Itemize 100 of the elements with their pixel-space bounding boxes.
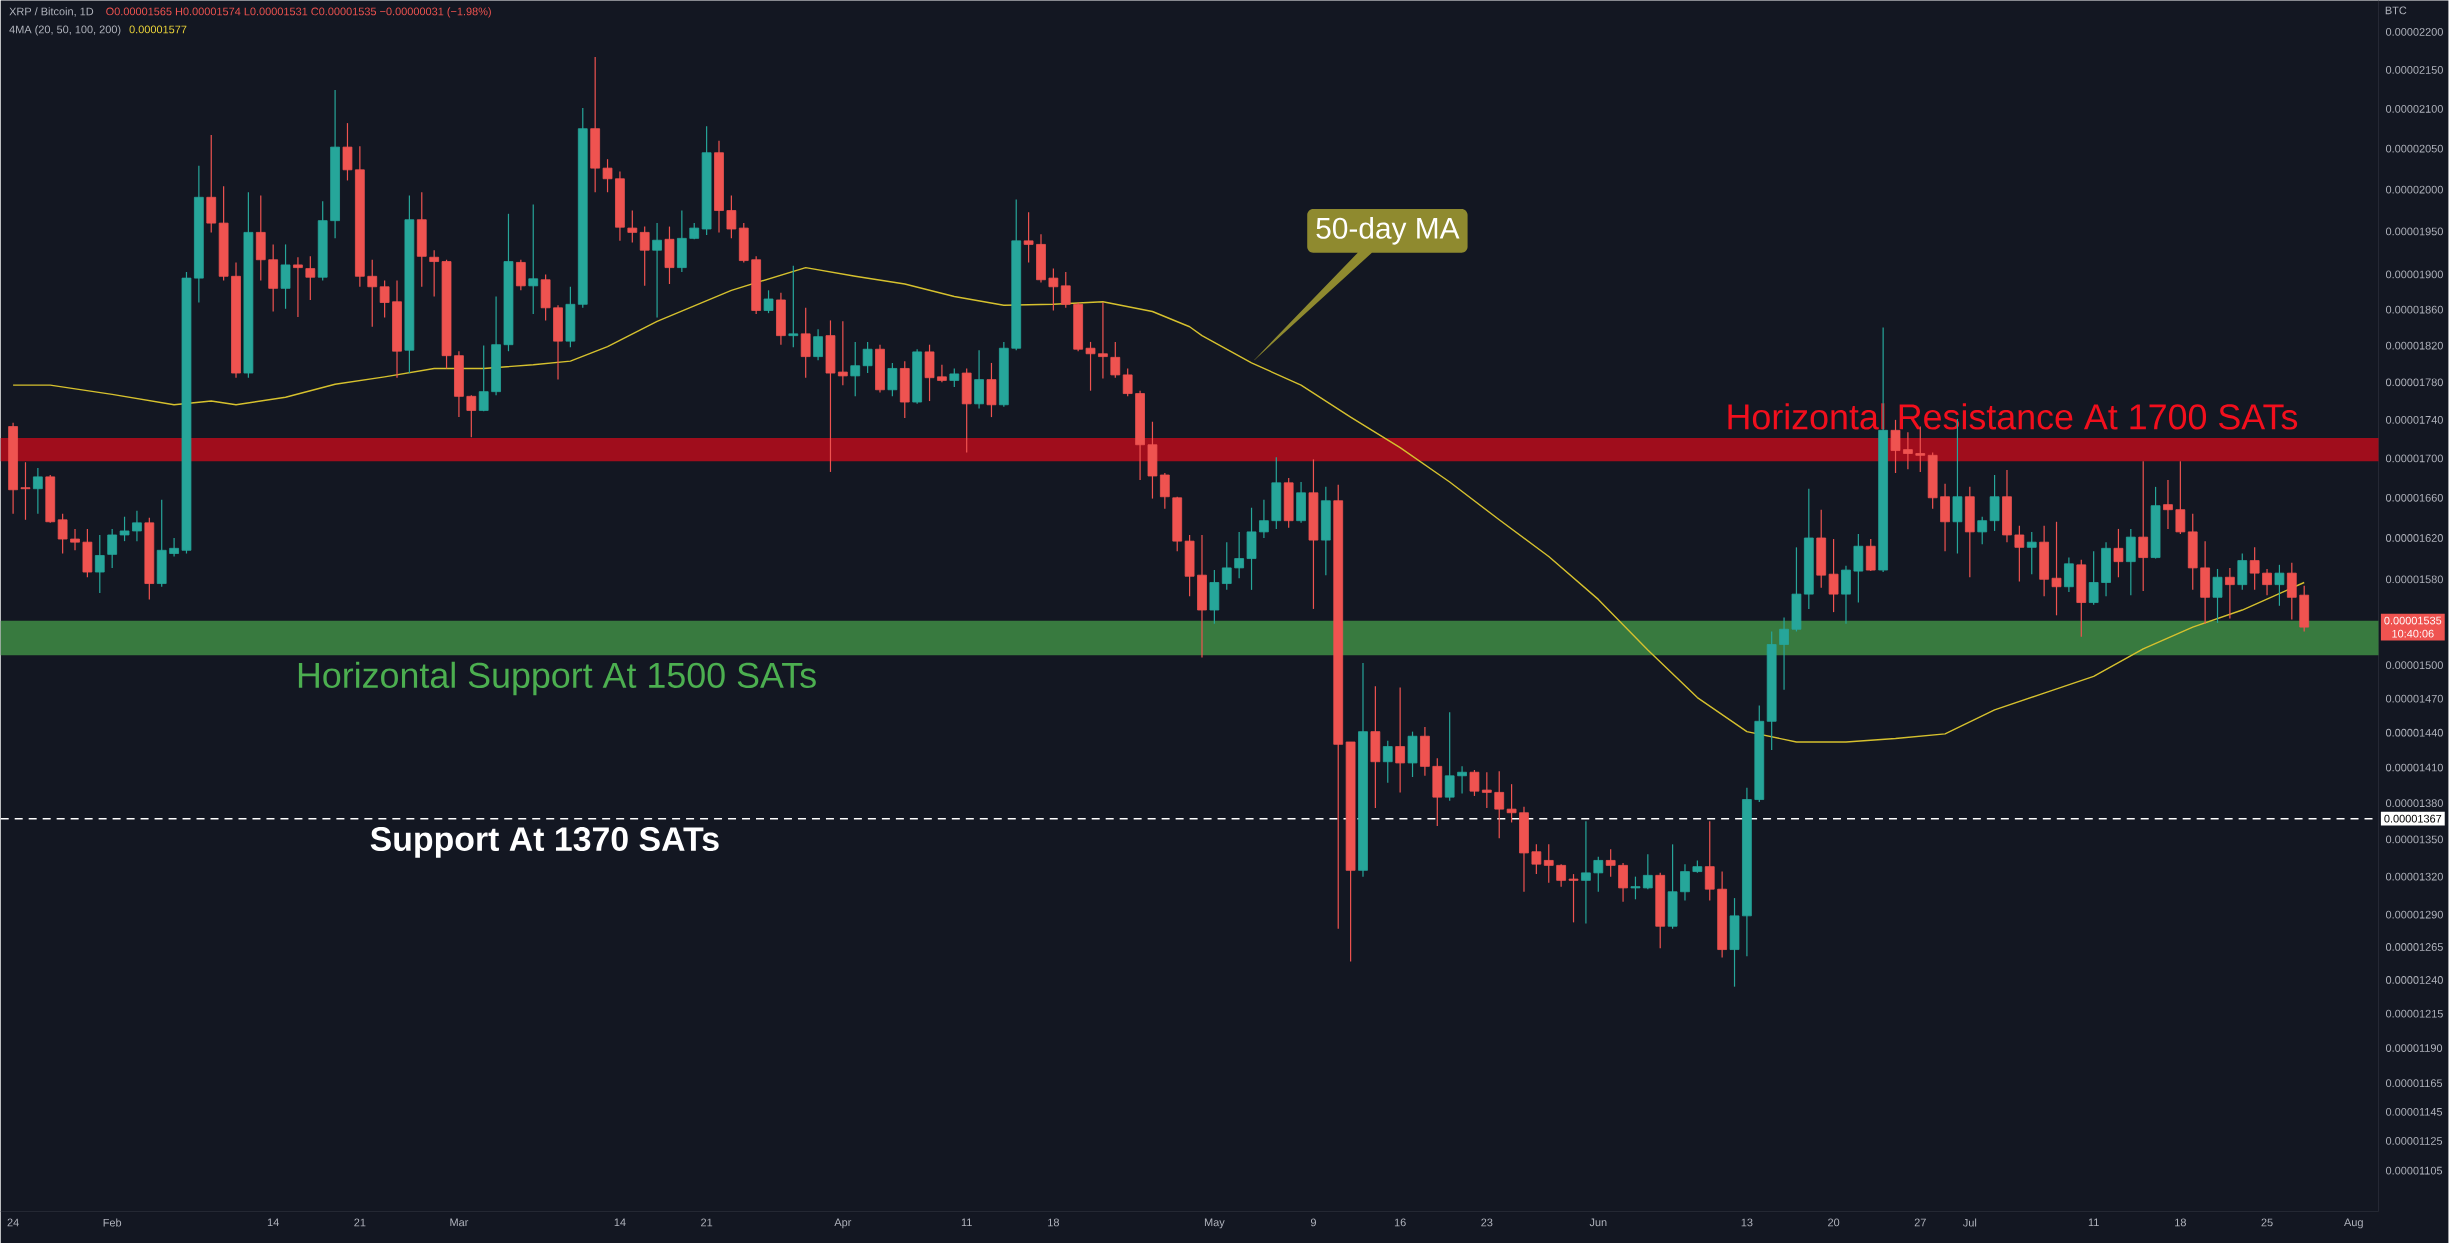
x-tick-label: 27 <box>1914 1218 1926 1227</box>
candlestick <box>1395 686 1406 793</box>
candlestick <box>1828 538 1839 613</box>
y-tick-label: 0.00001190 <box>2385 1044 2443 1052</box>
x-tick-label: Aug <box>2344 1218 2363 1229</box>
candlestick <box>2274 564 2285 607</box>
candlestick <box>528 203 539 315</box>
candlestick <box>1568 873 1579 923</box>
candlestick <box>602 158 613 193</box>
text: 10:40:06 <box>2392 629 2434 638</box>
candlestick <box>1865 538 1876 572</box>
candlestick <box>1098 301 1108 379</box>
candlestick <box>57 513 68 554</box>
x-tick-label: 24 <box>7 1218 19 1227</box>
candlestick <box>1234 531 1245 579</box>
candlestick <box>280 243 291 310</box>
candlestick <box>862 341 873 374</box>
candlestick <box>1048 267 1059 311</box>
x-tick-label: 11 <box>961 1218 972 1226</box>
candlestick <box>1159 472 1170 510</box>
candlestick <box>342 122 353 181</box>
candlestick <box>169 537 179 557</box>
candlestick <box>379 279 390 319</box>
candlestick <box>1221 541 1232 591</box>
candlestick <box>1060 271 1071 309</box>
candlestick <box>949 367 960 388</box>
candlestick <box>2262 568 2272 596</box>
candlestick <box>1977 516 1988 545</box>
x-tick-label: 9 <box>1310 1218 1316 1227</box>
y-tick-label: 0.00001215 <box>2385 1009 2443 1018</box>
y-tick-label: 0.00001700 <box>2385 454 2443 463</box>
candlestick <box>1259 498 1269 539</box>
x-tick-label: 16 <box>1394 1218 1406 1227</box>
candlestick <box>20 461 31 521</box>
y-tick-label: 0.00002150 <box>2385 65 2443 74</box>
candlestick <box>1903 431 1913 470</box>
x-tick-label: 25 <box>2261 1218 2273 1227</box>
y-tick-label: 0.00001900 <box>2385 270 2443 279</box>
y-tick-label: 0.00001165 <box>2385 1079 2443 1087</box>
candlestick <box>2163 479 2173 530</box>
y-tick-label: 0.00002200 <box>2385 27 2443 36</box>
candlestick <box>837 320 848 386</box>
candlestick <box>2212 568 2223 624</box>
candlestick <box>887 362 898 397</box>
candlestick <box>1382 740 1393 784</box>
candlestick <box>478 344 489 412</box>
y-tick-label: 0.00001580 <box>2385 575 2443 584</box>
candlestick <box>2249 546 2260 591</box>
candlestick <box>2138 460 2149 592</box>
candlestick <box>107 528 118 569</box>
y-tick-label: 0.00001780 <box>2385 378 2443 387</box>
y-tick-label: 0.00001950 <box>2385 227 2443 236</box>
ref-line-label: Support At 1370 SATs <box>370 826 719 858</box>
x-tick-label: Feb <box>103 1218 122 1227</box>
candlestick <box>2026 531 2037 575</box>
y-tick-label: 0.00001740 <box>2385 415 2443 424</box>
x-tick-label: 11 <box>2088 1218 2099 1226</box>
candlestick <box>1085 341 1096 392</box>
y-tick-label: 0.00001105 <box>2385 1166 2443 1175</box>
candlestick <box>2113 528 2124 578</box>
candlestick <box>1605 848 1616 878</box>
x-tick-label: Apr <box>834 1218 852 1229</box>
y-tick-label: 0.00001860 <box>2385 305 2443 314</box>
candlestick <box>726 194 737 239</box>
candlestick <box>1457 765 1467 795</box>
candlestick <box>850 341 861 397</box>
x-tick-label: 14 <box>267 1218 279 1226</box>
x-tick-label: 21 <box>701 1218 713 1227</box>
candlestick <box>1630 875 1641 900</box>
candlestick <box>70 528 80 551</box>
candlestick <box>1593 855 1604 893</box>
candlestick <box>94 534 105 594</box>
x-tick-label: Mar <box>450 1218 469 1227</box>
candlestick <box>2014 525 2025 582</box>
y-axis-title: BTC <box>2385 6 2407 15</box>
candlestick <box>2064 556 2074 593</box>
x-tick-label: 13 <box>1741 1218 1753 1227</box>
candlestick <box>1506 783 1517 823</box>
y-tick-label: 0.00001240 <box>2385 976 2443 984</box>
candlestick <box>305 255 316 301</box>
y-tick-label: 0.00001820 <box>2385 341 2443 350</box>
y-tick-label: 0.00001125 <box>2385 1136 2443 1145</box>
y-tick-label: 0.00001320 <box>2385 872 2443 881</box>
band-label: Horizontal Resistance At 1700 SATs <box>1728 403 2298 430</box>
candlestick <box>1680 863 1690 902</box>
y-tick-label: 0.00001470 <box>2385 694 2443 703</box>
candlestick <box>627 209 638 244</box>
text: XRP / Bitcoin, 1D <box>9 7 94 17</box>
candlestick <box>800 307 811 379</box>
annotation: 50-day MA <box>1316 216 1460 245</box>
candlestick <box>132 509 142 542</box>
candlestick <box>2051 521 2062 616</box>
candlestick <box>1122 367 1133 397</box>
candlestick <box>1704 820 1715 902</box>
y-tick-label: 0.00002000 <box>2385 185 2443 194</box>
candlestick <box>1110 341 1121 379</box>
x-tick-label: Jun <box>1589 1218 1607 1227</box>
band-label: Horizontal Support At 1500 SATs <box>298 661 816 696</box>
x-tick-label: 18 <box>2175 1218 2186 1227</box>
candlestick <box>1494 770 1505 839</box>
